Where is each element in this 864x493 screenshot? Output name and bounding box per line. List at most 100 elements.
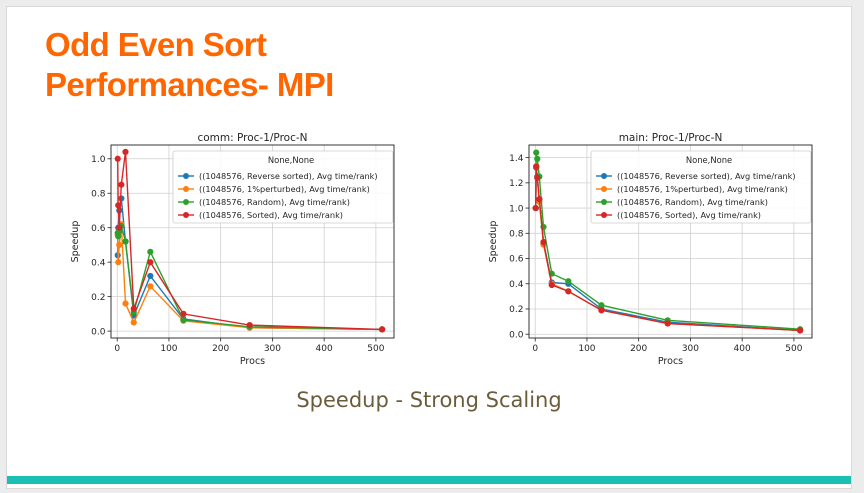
comm-xtick-label-0: 0 [114,344,120,354]
main-legend-label-2: ((1048576, Random), Avg time/rank) [617,197,768,207]
comm-xtick-label-4: 400 [316,344,333,354]
main-speedup-chart: main: Proc-1/Proc-N 0 100 200 300 400 500 0.0 0.… [488,132,813,367]
comm-series-1-point-1 [115,259,122,266]
comm-series-0-point-6 [147,272,154,280]
comm-series-3-point-9 [379,326,386,333]
main-ylabel: Speedup [488,221,499,263]
slide-title-line-2: Performances- MPI [45,66,334,103]
main-legend-title: None,None [686,155,732,165]
main-legend-swatch-marker-2 [601,199,607,205]
comm-legend-label-0: ((1048576, Reverse sorted), Avg time/ran… [199,171,378,181]
comm-legend-box [172,150,394,224]
main-series-3-point-5 [548,281,555,289]
main-plot-frame [528,144,813,339]
comm-legend-swatch-marker-1 [183,186,189,192]
main-ytick-label-6: 1.2 [509,179,523,189]
comm-series-3-point-5 [130,305,137,312]
main-series-2-point-6 [565,278,572,285]
comm-plot-frame [110,144,395,339]
main-series-3-point-9 [797,327,804,334]
main-series-2-point-7 [598,302,605,309]
main-ytick-label-2: 0.4 [509,280,524,290]
comm-xlabel: Procs [240,356,265,367]
main-series-3-point-2 [534,174,541,181]
footer-accent-bar [7,476,851,484]
comm-series-3-point-0 [114,155,121,162]
comm-ytick-label-3: 0.6 [91,224,106,234]
comm-series-2-point-4 [122,238,129,245]
slide-title: Odd Even Sort Performances- MPI [45,25,334,105]
main-series-3-point-4 [540,239,547,246]
comm-series-2-line [117,223,383,331]
main-series-2-point-1 [533,149,540,156]
main-xtick-label-0: 0 [532,344,538,354]
main-xtick-label-1: 100 [578,344,595,354]
comm-legend-swatch-marker-2 [183,199,189,205]
comm-series-2-point-1 [115,233,122,240]
main-series-3-point-1 [533,163,540,170]
comm-series-1-line [117,224,383,331]
slide: Odd Even Sort Performances- MPI comm: Pr… [6,6,852,489]
main-ytick-label-1: 0.2 [509,305,523,315]
main-title: main: Proc-1/Proc-N [619,132,723,144]
comm-series-0-point-2 [116,207,123,214]
comm-series-2-point-6 [147,248,154,255]
main-legend-swatch-marker-1 [601,186,607,192]
main-legend-swatch-marker-3 [601,212,607,218]
comm-series-1-point-6 [147,283,154,290]
main-xlabel: Procs [658,356,683,367]
main-ytick-label-3: 0.6 [509,255,524,265]
main-series-3-point-3 [536,196,543,203]
comm-series-1-point-2 [116,241,123,249]
main-series-3-point-0 [532,204,539,212]
comm-xtick-label-5: 500 [367,344,384,354]
main-series-3-line [535,166,801,332]
main-xtick-label-4: 400 [734,344,751,354]
main-xtick-label-5: 500 [785,344,802,354]
main-xtick-label-2: 200 [630,344,647,354]
main-series-2-point-2 [534,155,541,162]
main-legend-label-3: ((1048576, Sorted), Avg time/rank) [617,210,761,220]
main-legend-swatch-marker-0 [601,173,607,179]
comm-series-3-line [117,151,383,331]
comm-ytick-label-5: 1.0 [91,155,106,165]
main-series-3-point-8 [664,320,671,327]
comm-ytick-label-2: 0.4 [91,258,106,268]
comm-series-3-point-8 [246,321,253,329]
comm-speedup-chart: comm: Proc-1/Proc-N 0 100 200 300 400 500 0.0 0.… [70,132,395,367]
comm-series-2-point-7 [180,316,187,324]
comm-legend-title: None,None [268,155,314,165]
comm-series-1-point-5 [130,319,137,326]
slide-caption: Speedup - Strong Scaling [296,388,562,412]
comm-series-3-point-3 [118,181,125,188]
main-ytick-label-0: 0.0 [509,330,524,340]
main-series-3-point-7 [598,307,605,314]
comm-legend-label-2: ((1048576, Random), Avg time/rank) [199,197,350,207]
main-legend-label-1: ((1048576, 1%perturbed), Avg time/rank) [617,184,788,194]
comm-legend-label-1: ((1048576, 1%perturbed), Avg time/rank) [199,184,370,194]
comm-ylabel: Speedup [70,221,81,263]
comm-series-3-point-6 [147,259,154,266]
comm-title: comm: Proc-1/Proc-N [197,132,307,144]
main-ytick-label-4: 0.8 [509,230,524,240]
main-legend-label-0: ((1048576, Reverse sorted), Avg time/ran… [617,171,796,181]
comm-series-3-point-1 [115,202,122,209]
comm-series-3-point-7 [180,310,187,317]
main-ytick-label-7: 1.4 [509,154,524,164]
slide-title-line-1: Odd Even Sort [45,26,267,63]
comm-series-3-point-4 [122,148,129,155]
comm-series-3-point-2 [116,224,123,231]
comm-ytick-label-4: 0.8 [91,189,106,199]
comm-xtick-label-1: 100 [160,344,177,354]
main-series-3-point-6 [565,288,572,295]
main-legend-box [590,150,812,224]
comm-legend-swatch-marker-3 [183,212,189,218]
comm-legend-label-3: ((1048576, Sorted), Avg time/rank) [199,210,343,220]
comm-series-1-point-4 [122,300,129,307]
comm-legend-swatch-marker-0 [183,173,189,179]
comm-xtick-label-2: 200 [212,344,229,354]
comm-ytick-label-0: 0.0 [91,327,106,337]
comm-xtick-label-3: 300 [264,344,281,354]
comm-ytick-label-1: 0.2 [91,293,105,303]
main-xtick-label-3: 300 [682,344,699,354]
